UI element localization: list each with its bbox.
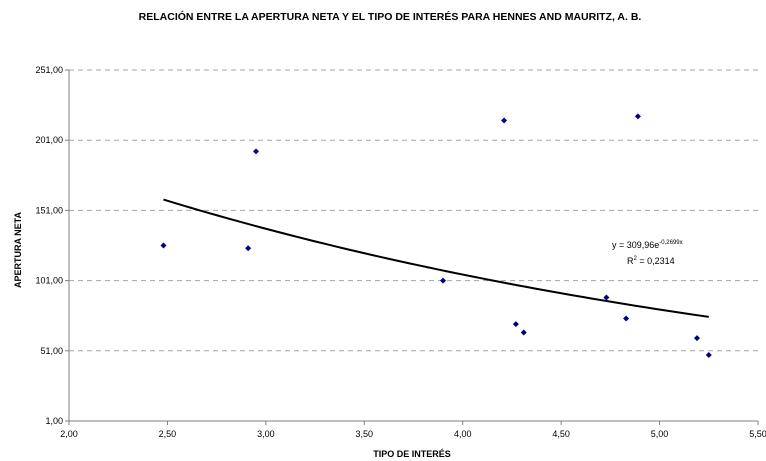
y-tick-label: 51,00 bbox=[40, 346, 63, 356]
y-tick-label: 101,00 bbox=[35, 276, 63, 286]
trendline bbox=[163, 198, 709, 318]
x-tick-label: 5,50 bbox=[749, 429, 766, 439]
r2-base: R bbox=[627, 256, 634, 266]
y-tick-label: 151,00 bbox=[35, 205, 63, 215]
data-points bbox=[160, 113, 712, 359]
data-point bbox=[520, 329, 527, 336]
x-tick-label: 2,50 bbox=[159, 429, 177, 439]
equation-base: y = 309,96e bbox=[612, 240, 659, 250]
chart-title: RELACIÓN ENTRE LA APERTURA NETA Y EL TIP… bbox=[138, 11, 642, 23]
r-squared-label: R2 = 0,2314 bbox=[627, 256, 675, 266]
x-tick-label: 3,50 bbox=[356, 429, 374, 439]
axes bbox=[68, 70, 758, 422]
x-tick-label: 2,00 bbox=[60, 429, 78, 439]
data-point bbox=[693, 335, 700, 342]
x-tick-label: 5,00 bbox=[651, 429, 669, 439]
data-point bbox=[245, 245, 252, 252]
data-point bbox=[160, 242, 167, 249]
data-point bbox=[705, 352, 712, 359]
x-tick-label: 4,50 bbox=[552, 429, 570, 439]
tick-labels: 1,00 51,00 101,00 151,00 201,00 251,00 2,00 2,5… bbox=[35, 65, 766, 439]
r2-exponent: 2 bbox=[634, 256, 638, 262]
data-point bbox=[253, 148, 260, 155]
grid-lines bbox=[69, 69, 758, 352]
data-point bbox=[501, 117, 508, 124]
y-axis-title: APERTURA NETA bbox=[13, 212, 23, 288]
data-point bbox=[634, 113, 641, 120]
r2-value: = 0,2314 bbox=[637, 256, 675, 266]
equation-exponent: -0,2699x bbox=[659, 240, 682, 246]
x-axis-title: TIPO DE INTERÉS bbox=[373, 449, 451, 459]
data-point bbox=[440, 277, 447, 284]
data-point bbox=[603, 294, 610, 301]
data-point bbox=[512, 321, 519, 328]
x-tick-label: 3,00 bbox=[257, 429, 275, 439]
trendline-equation: y = 309,96e-0,2699x bbox=[612, 240, 683, 250]
data-point bbox=[623, 315, 630, 322]
y-tick-label: 1,00 bbox=[45, 416, 63, 426]
y-tick-label: 251,00 bbox=[35, 65, 63, 75]
y-tick-label: 201,00 bbox=[35, 135, 63, 145]
x-tick-label: 4,00 bbox=[454, 429, 472, 439]
